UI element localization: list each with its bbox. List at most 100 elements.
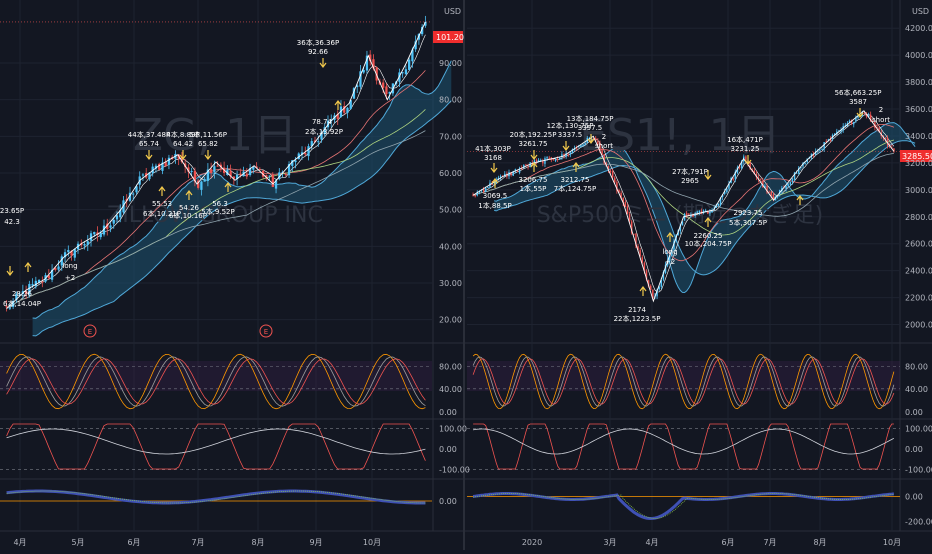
- right-candle-body: [768, 191, 770, 193]
- left-candle-body: [70, 251, 73, 256]
- right-candle-body: [827, 139, 830, 141]
- right-candle-body: [630, 221, 633, 233]
- right-candle-body: [544, 158, 546, 164]
- left-candle-body: [245, 173, 248, 177]
- right-candle-body: [876, 126, 878, 129]
- left-annotation: 92.66: [308, 48, 329, 56]
- right-candle-body: [863, 112, 866, 114]
- left-candle-body: [343, 106, 346, 113]
- right-candle-body: [673, 241, 675, 250]
- right-arrow: [530, 162, 538, 172]
- left-annotation: 5本,11.56P: [189, 130, 227, 139]
- right-arrow-head: [530, 162, 538, 168]
- right-arrow: [639, 286, 647, 296]
- right-arrow-head: [796, 195, 804, 201]
- left-candle-body: [135, 186, 138, 193]
- left-candle-body: [317, 141, 320, 143]
- left-rsi-tick: 100.00: [439, 424, 467, 433]
- right-candle-body: [561, 154, 563, 158]
- right-y-tick: 3000.00: [905, 186, 932, 195]
- left-annotation: 5本,9.52P: [201, 207, 235, 216]
- right-annotation: 41本,303P: [475, 144, 511, 153]
- left-annotation: 6本,10.16P: [169, 211, 207, 220]
- right-candle-body: [715, 205, 718, 208]
- right-arrow: [856, 108, 864, 118]
- right-candle-body: [603, 154, 605, 164]
- left-y-tick: 70.00: [439, 132, 462, 141]
- right-stoch-tick: 0.00: [905, 408, 923, 417]
- left-candle-body: [388, 91, 391, 94]
- left-candle-body: [89, 233, 93, 241]
- right-candle-body: [764, 185, 766, 189]
- right-candle-body: [487, 186, 489, 188]
- right-candle-body: [622, 197, 624, 204]
- left-annotation: 65.82: [198, 140, 218, 148]
- right-arrow-head: [572, 162, 580, 168]
- left-candle-body: [8, 307, 12, 309]
- right-candle-body: [546, 157, 548, 159]
- right-x-tick: 8月: [813, 538, 826, 547]
- right-x-tick: 3月: [603, 538, 616, 547]
- watermark-layer: ZG, 1日 ZILLOW GROUP INC ES1!, 1日 S&P500ミ…: [107, 110, 823, 228]
- left-candle-body: [11, 300, 15, 307]
- left-candle-body: [232, 176, 235, 179]
- right-candle-body: [552, 159, 555, 161]
- left-y-tick: 90.00: [439, 59, 462, 68]
- right-arrow: [666, 232, 674, 242]
- right-candle-body: [607, 166, 610, 170]
- left-annotation: 54.26: [179, 204, 200, 212]
- right-y-tick: 4200.00: [905, 24, 932, 33]
- left-x-tick: 10月: [363, 538, 381, 547]
- right-candle-body: [683, 213, 686, 221]
- zigzag-layer: [6, 21, 895, 310]
- right-candle-body: [537, 159, 540, 162]
- right-candle-body: [539, 159, 542, 161]
- left-candle-body: [31, 284, 34, 286]
- right-arrow: [572, 162, 580, 172]
- right-candle-body: [798, 167, 800, 174]
- right-candle-body: [726, 188, 728, 193]
- right-candle-body: [626, 206, 629, 215]
- right-candle-body: [704, 210, 707, 212]
- right-x-tick: 6月: [721, 538, 734, 547]
- right-candle-body: [601, 150, 603, 155]
- right-candle-body: [582, 144, 584, 146]
- right-annotation: 16本,471P: [727, 135, 763, 144]
- left-candle-body: [307, 146, 310, 157]
- right-candle-body: [569, 152, 572, 155]
- left-arrow-head: [185, 190, 193, 196]
- right-annotation: 5本,307.5P: [729, 218, 767, 227]
- right-annotation: 2: [879, 106, 883, 114]
- left-candle-body: [346, 107, 349, 113]
- left-candle-body: [119, 210, 122, 218]
- right-candle-body: [804, 162, 806, 165]
- right-candle-body: [814, 151, 817, 155]
- left-x-tick: 9月: [309, 538, 322, 547]
- left-candle-body: [336, 114, 339, 119]
- right-candle-body: [872, 120, 874, 122]
- left-arrow-head: [319, 62, 327, 68]
- right-candle-body: [578, 146, 580, 148]
- right-candle-body: [565, 153, 567, 157]
- right-candle-body: [476, 191, 479, 196]
- left-ma-5: [6, 34, 426, 308]
- left-candle-body: [24, 291, 28, 294]
- left-y-tick: 30.00: [439, 279, 462, 288]
- left-x-tick: 6月: [127, 538, 140, 547]
- left-arrow: [319, 58, 327, 68]
- left-candle-body: [235, 174, 239, 180]
- right-y-tick: 3200.00: [905, 159, 932, 168]
- right-candle-body: [478, 191, 481, 193]
- left-candle-body: [132, 193, 135, 195]
- left-candle-body: [60, 256, 63, 266]
- left-candle-body: [411, 49, 414, 62]
- left-stoch-line: [6, 358, 426, 405]
- left-candle-body: [252, 166, 255, 170]
- left-candle-body: [352, 88, 356, 99]
- right-candle-body: [681, 221, 684, 226]
- left-candle-body: [158, 163, 161, 170]
- left-stoch-tick: 0.00: [439, 408, 457, 417]
- right-candle-body: [878, 127, 880, 132]
- left-watermark: ZG, 1日: [133, 110, 297, 161]
